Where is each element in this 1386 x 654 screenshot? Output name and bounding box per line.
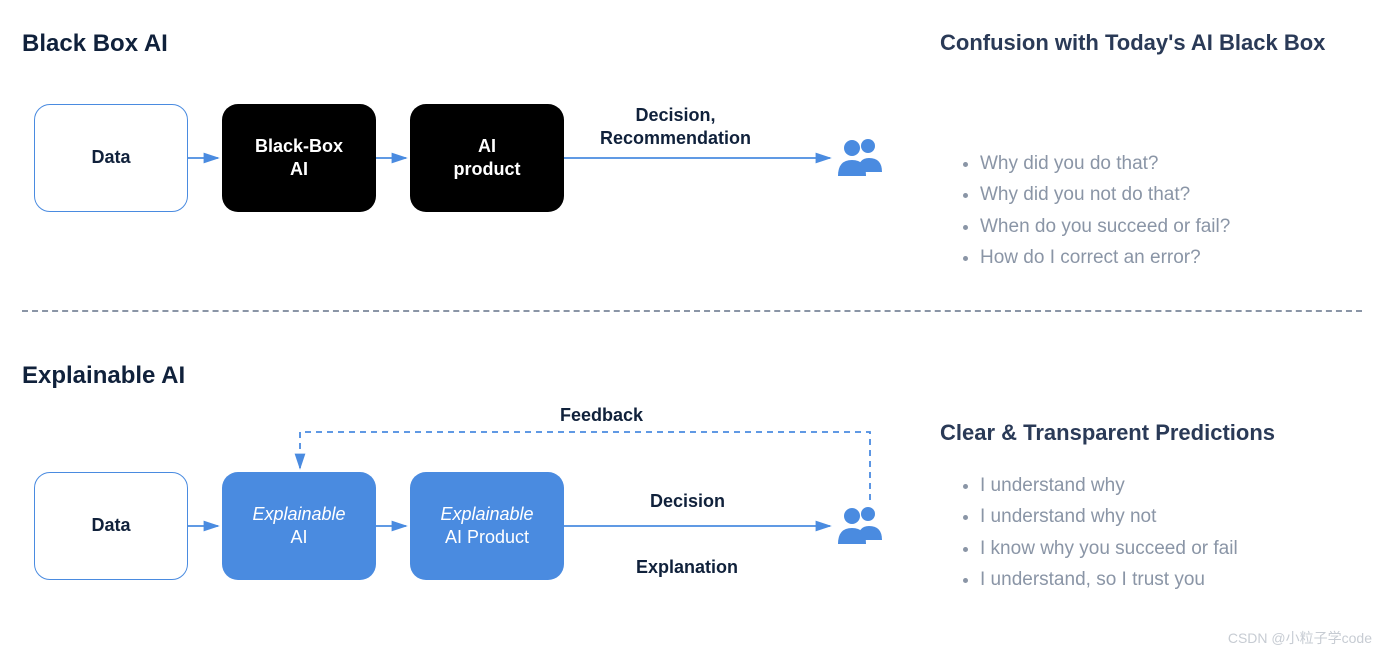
feedback-label: Feedback bbox=[560, 404, 643, 427]
xprod-label-italic: Explainable bbox=[440, 504, 533, 524]
top-side-list: Why did you do that? Why did you not do … bbox=[958, 148, 1230, 273]
users-icon bbox=[836, 504, 884, 553]
bottom-arrow-label-explanation: Explanation bbox=[636, 556, 738, 579]
top-side-title: Confusion with Today's AI Black Box bbox=[940, 28, 1340, 58]
top-bullet: When do you succeed or fail? bbox=[980, 211, 1230, 242]
xai-label-rest: AI bbox=[290, 527, 307, 547]
bottom-node-explainable-product: Explainable AI Product bbox=[410, 472, 564, 580]
top-node-data: Data bbox=[34, 104, 188, 212]
bottom-bullet: I understand why bbox=[980, 470, 1238, 501]
bottom-side-list: I understand why I understand why not I … bbox=[958, 470, 1238, 595]
bottom-bullet: I know why you succeed or fail bbox=[980, 533, 1238, 564]
bottom-node-explainable-ai: Explainable AI bbox=[222, 472, 376, 580]
bottom-node-data: Data bbox=[34, 472, 188, 580]
bottom-arrow-label-decision: Decision bbox=[650, 490, 725, 513]
bottom-bullet: I understand why not bbox=[980, 501, 1238, 532]
xai-label-italic: Explainable bbox=[252, 504, 345, 524]
section-divider bbox=[22, 310, 1362, 312]
top-bullet: How do I correct an error? bbox=[980, 242, 1230, 273]
users-icon bbox=[836, 136, 884, 185]
top-bullet: Why did you not do that? bbox=[980, 179, 1230, 210]
top-node-ai-product: AIproduct bbox=[410, 104, 564, 212]
bottom-section-title: Explainable AI bbox=[22, 362, 185, 390]
top-bullet: Why did you do that? bbox=[980, 148, 1230, 179]
top-node-blackbox-ai: Black-BoxAI bbox=[222, 104, 376, 212]
bottom-side-title: Clear & Transparent Predictions bbox=[940, 418, 1360, 448]
xprod-label-rest: AI Product bbox=[445, 527, 529, 547]
top-section-title: Black Box AI bbox=[22, 30, 168, 58]
top-arrow-label: Decision,Recommendation bbox=[600, 104, 751, 151]
watermark: CSDN @小粒子学code bbox=[1228, 628, 1372, 648]
bottom-bullet: I understand, so I trust you bbox=[980, 564, 1238, 595]
